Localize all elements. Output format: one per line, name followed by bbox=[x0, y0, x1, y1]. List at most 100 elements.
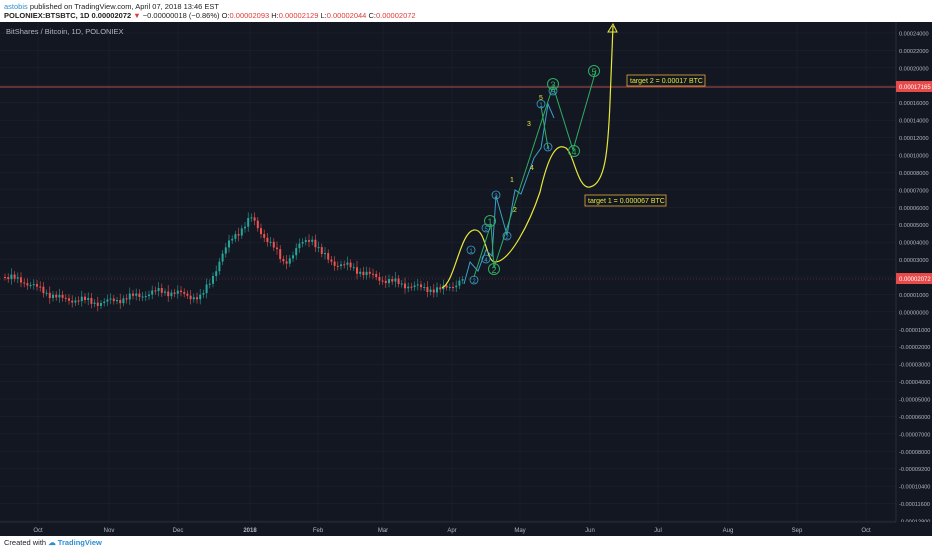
price-axis-label: 0.00024000 bbox=[899, 32, 929, 38]
svg-text:4: 4 bbox=[484, 258, 488, 264]
close-label: C: bbox=[368, 11, 376, 20]
time-axis-label: Jul bbox=[654, 528, 662, 534]
time-axis-label: Sep bbox=[792, 528, 803, 534]
chart-area[interactable]: 1 2 3 4 5 2 4 1 5 1 2 bbox=[0, 22, 932, 536]
price-axis-label: 0.00003000 bbox=[899, 258, 929, 264]
sub-wave-labels: 1 2 3 4 5 bbox=[510, 95, 543, 214]
time-axis-label: May bbox=[514, 528, 525, 534]
time-axis-labels[interactable]: Oct Nov Dec 2018 Feb Mar Apr May Jun Jul Aug Sep Oct bbox=[33, 528, 871, 534]
published-text: published on TradingView.com, April 07, … bbox=[29, 2, 220, 11]
footer: Created with ☁ TradingView bbox=[0, 536, 932, 550]
svg-text:5: 5 bbox=[551, 90, 555, 96]
wave-path-minor bbox=[463, 102, 555, 285]
price-axis-label: 0.00020000 bbox=[899, 66, 929, 72]
minor-wave-labels: 1 2 3 4 5 2 4 1 5 bbox=[466, 86, 558, 285]
price-axis-label: 0.00016000 bbox=[899, 101, 929, 107]
price-axis-label: 0.00001000 bbox=[899, 293, 929, 299]
tradingview-logo-icon: ☁ bbox=[48, 538, 56, 547]
svg-text:0.00002072: 0.00002072 bbox=[899, 277, 931, 283]
price-axis-label: 0.00007000 bbox=[899, 188, 929, 194]
price-axis-label: -0.00009200 bbox=[899, 467, 930, 473]
time-axis-label: Apr bbox=[447, 528, 456, 534]
last-price: 0.00002072 bbox=[91, 11, 132, 20]
price-axis-label: 0.00004000 bbox=[899, 241, 929, 247]
time-axis-label: Oct bbox=[33, 528, 43, 534]
svg-text:2: 2 bbox=[472, 279, 476, 285]
time-axis-label: Feb bbox=[313, 528, 324, 534]
price-axis-label: -0.00002000 bbox=[899, 345, 930, 351]
time-axis-label: Jun bbox=[585, 528, 595, 534]
svg-text:3: 3 bbox=[550, 80, 555, 90]
open-label: O: bbox=[221, 11, 230, 20]
chart-svg[interactable]: 1 2 3 4 5 2 4 1 5 1 2 bbox=[0, 22, 932, 536]
svg-text:1: 1 bbox=[539, 103, 543, 109]
price-axis-label: -0.00006000 bbox=[899, 415, 930, 421]
high-value: 0.00002129 bbox=[278, 11, 319, 20]
time-axis-label: Oct bbox=[861, 528, 871, 534]
wave-path-major bbox=[473, 69, 597, 278]
svg-text:4: 4 bbox=[530, 165, 534, 172]
symbol-label: POLONIEX:BTSBTC, 1D bbox=[4, 11, 90, 20]
price-axis-label: -0.00001000 bbox=[899, 328, 930, 334]
projection-arrow-icon bbox=[607, 22, 618, 33]
svg-text:2: 2 bbox=[505, 235, 509, 241]
price-axis-label: 0.00000000 bbox=[899, 310, 929, 316]
down-arrow-icon: ▼ bbox=[133, 11, 141, 20]
tradingview-link[interactable]: TradingView bbox=[57, 538, 102, 547]
svg-text:4: 4 bbox=[571, 147, 576, 157]
svg-text:1: 1 bbox=[469, 249, 473, 255]
projection-curve bbox=[441, 25, 614, 289]
target-price-marker: 0.00017165 bbox=[896, 81, 932, 92]
svg-text:5: 5 bbox=[484, 227, 488, 233]
wave-link bbox=[540, 105, 549, 149]
low-label: L: bbox=[320, 11, 327, 20]
candles bbox=[4, 212, 464, 312]
price-axis-label: -0.00003000 bbox=[899, 363, 930, 369]
svg-text:target 1 = 0.000067 BTC: target 1 = 0.000067 BTC bbox=[588, 198, 665, 205]
time-axis-bg bbox=[0, 522, 932, 536]
author-link[interactable]: astobis bbox=[4, 2, 28, 11]
svg-text:4: 4 bbox=[546, 146, 550, 152]
open-value: 0.00002093 bbox=[229, 11, 270, 20]
svg-text:5: 5 bbox=[539, 95, 543, 102]
time-axis-label: Dec bbox=[173, 528, 184, 534]
price-axis-label: -0.00005000 bbox=[899, 398, 930, 404]
price-axis-bg bbox=[896, 22, 932, 522]
price-axis-label: -0.00010400 bbox=[899, 485, 930, 491]
svg-text:1: 1 bbox=[487, 217, 492, 227]
low-value: 0.00002044 bbox=[326, 11, 367, 20]
publish-line: astobis published on TradingView.com, Ap… bbox=[4, 2, 219, 11]
price-axis-label: -0.00011600 bbox=[899, 502, 930, 508]
time-axis-label: Nov bbox=[104, 528, 115, 534]
major-wave-labels: 1 2 3 4 5 bbox=[484, 65, 600, 275]
svg-text:2: 2 bbox=[513, 207, 517, 214]
close-value: 0.00002072 bbox=[375, 11, 416, 20]
svg-text:2: 2 bbox=[491, 265, 496, 275]
price-axis-label: 0.00014000 bbox=[899, 119, 929, 125]
high-label: H: bbox=[271, 11, 279, 20]
price-axis-label: 0.00012000 bbox=[899, 136, 929, 142]
symbol-line: POLONIEX:BTSBTC, 1D 0.00002072 ▼ −0.0000… bbox=[4, 11, 416, 20]
time-axis-label: Mar bbox=[378, 528, 388, 534]
target1-annotation[interactable]: target 1 = 0.000067 BTC bbox=[584, 194, 667, 207]
target2-annotation[interactable]: target 2 = 0.00017 BTC bbox=[626, 74, 706, 87]
price-axis-label: 0.00022000 bbox=[899, 49, 929, 55]
price-axis-label: 0.00008000 bbox=[899, 171, 929, 177]
price-axis-label: -0.00007000 bbox=[899, 432, 930, 438]
svg-text:3: 3 bbox=[527, 121, 531, 128]
price-axis-label: -0.00008000 bbox=[899, 450, 930, 456]
created-with-text: Created with bbox=[4, 538, 47, 547]
svg-text:5: 5 bbox=[591, 67, 596, 77]
price-change: −0.00000018 (−0.86%) bbox=[142, 11, 220, 20]
svg-text:0.00017165: 0.00017165 bbox=[899, 85, 931, 91]
time-axis-label: 2018 bbox=[243, 528, 257, 534]
time-axis-label: Aug bbox=[723, 528, 734, 534]
price-axis-label: 0.00010000 bbox=[899, 154, 929, 160]
price-axis-label: 0.00006000 bbox=[899, 206, 929, 212]
svg-text:target 2 = 0.00017 BTC: target 2 = 0.00017 BTC bbox=[630, 78, 703, 85]
publish-header: astobis published on TradingView.com, Ap… bbox=[0, 0, 932, 22]
chart-title: BitShares / Bitcoin, 1D, POLONIEX bbox=[6, 27, 124, 36]
svg-text:1: 1 bbox=[510, 177, 514, 184]
current-price-marker: 0.00002072 bbox=[896, 273, 932, 284]
